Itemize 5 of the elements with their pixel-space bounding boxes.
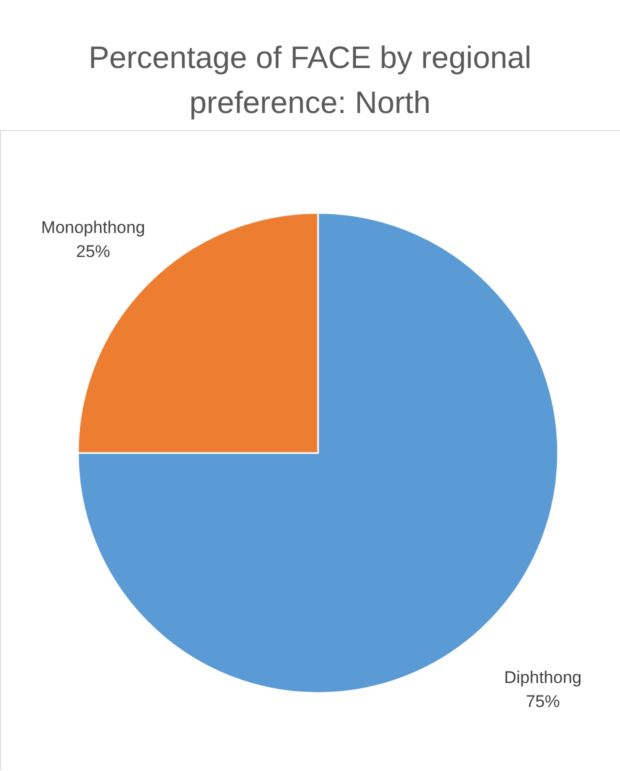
- slice-label: Diphthong: [504, 668, 582, 687]
- slice-label: Monophthong: [41, 218, 146, 238]
- data-label: 25%: [76, 242, 110, 262]
- chart-title: Percentage of FACE by regional preference: North: [88, 40, 532, 120]
- data-label: 75%: [526, 692, 560, 711]
